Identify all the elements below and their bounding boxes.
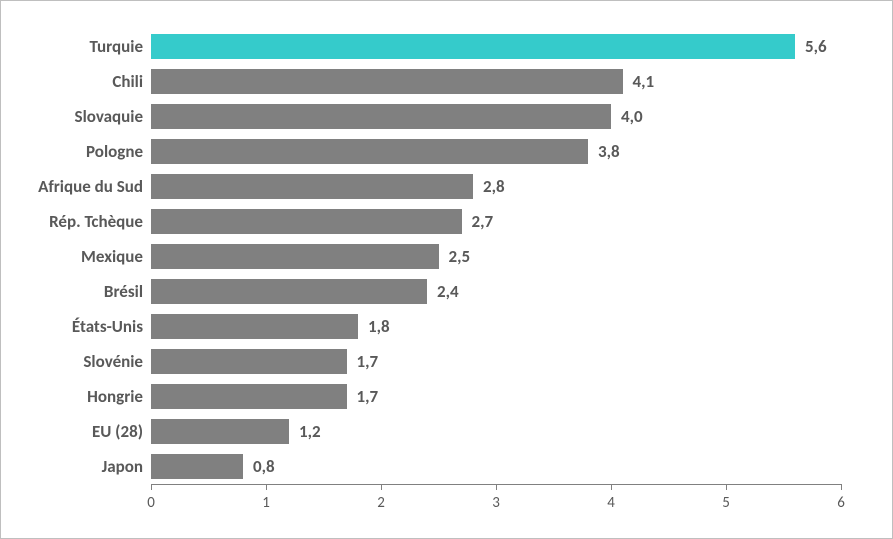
category-label: Pologne xyxy=(86,143,151,160)
x-tick xyxy=(841,484,842,490)
category-label: Japon xyxy=(102,458,151,475)
category-label: Turquie xyxy=(90,38,151,55)
bar-row: États-Unis1,8 xyxy=(151,309,841,344)
category-label: États-Unis xyxy=(72,318,151,335)
category-label: Afrique du Sud xyxy=(38,178,151,195)
bar-row: Slovaquie4,0 xyxy=(151,99,841,134)
x-tick xyxy=(496,484,497,490)
bar-row: Brésil2,4 xyxy=(151,274,841,309)
bar xyxy=(151,384,347,409)
category-label: Rép. Tchèque xyxy=(49,213,151,230)
bar-row: Mexique2,5 xyxy=(151,239,841,274)
category-label: EU (28) xyxy=(92,423,151,440)
chart-frame: 0123456Turquie5,6Chili4,1Slovaquie4,0Pol… xyxy=(0,0,893,539)
category-label: Slovénie xyxy=(83,353,151,370)
value-label: 4,0 xyxy=(621,108,643,125)
bar xyxy=(151,314,358,339)
value-label: 0,8 xyxy=(253,458,275,475)
bar xyxy=(151,244,439,269)
bar-row: Turquie5,6 xyxy=(151,29,841,64)
value-label: 4,1 xyxy=(633,73,655,90)
x-tick-label: 5 xyxy=(722,494,730,512)
bar xyxy=(151,279,427,304)
value-label: 2,5 xyxy=(449,248,471,265)
x-tick xyxy=(381,484,382,490)
value-label: 2,4 xyxy=(437,283,459,300)
bar-row: Afrique du Sud2,8 xyxy=(151,169,841,204)
value-label: 1,7 xyxy=(357,388,379,405)
value-label: 2,7 xyxy=(472,213,494,230)
value-label: 2,8 xyxy=(483,178,505,195)
bar xyxy=(151,139,588,164)
category-label: Hongrie xyxy=(87,388,151,405)
x-tick-label: 0 xyxy=(147,494,155,512)
bar-row: Rép. Tchèque2,7 xyxy=(151,204,841,239)
bar xyxy=(151,419,289,444)
value-label: 3,8 xyxy=(598,143,620,160)
x-tick xyxy=(266,484,267,490)
x-tick xyxy=(726,484,727,490)
bar-row: Japon0,8 xyxy=(151,449,841,484)
category-label: Brésil xyxy=(104,283,151,300)
x-tick-label: 1 xyxy=(262,494,270,512)
value-label: 1,7 xyxy=(357,353,379,370)
value-label: 1,2 xyxy=(299,423,321,440)
plot-area: 0123456Turquie5,6Chili4,1Slovaquie4,0Pol… xyxy=(151,29,841,484)
x-tick xyxy=(151,484,152,490)
category-label: Slovaquie xyxy=(75,108,151,125)
category-label: Chili xyxy=(112,73,151,90)
bar-row: Slovénie1,7 xyxy=(151,344,841,379)
bar xyxy=(151,174,473,199)
x-tick-label: 3 xyxy=(492,494,500,512)
x-tick-label: 4 xyxy=(607,494,615,512)
bar xyxy=(151,104,611,129)
bar xyxy=(151,349,347,374)
bar xyxy=(151,454,243,479)
bar xyxy=(151,69,623,94)
x-tick xyxy=(611,484,612,490)
bar-row: Chili4,1 xyxy=(151,64,841,99)
x-tick-label: 2 xyxy=(377,494,385,512)
bar-row: Pologne3,8 xyxy=(151,134,841,169)
bar xyxy=(151,34,795,59)
value-label: 5,6 xyxy=(805,38,827,55)
category-label: Mexique xyxy=(81,248,151,265)
bar-row: EU (28)1,2 xyxy=(151,414,841,449)
bar xyxy=(151,209,462,234)
bar-row: Hongrie1,7 xyxy=(151,379,841,414)
x-tick-label: 6 xyxy=(837,494,845,512)
value-label: 1,8 xyxy=(368,318,390,335)
